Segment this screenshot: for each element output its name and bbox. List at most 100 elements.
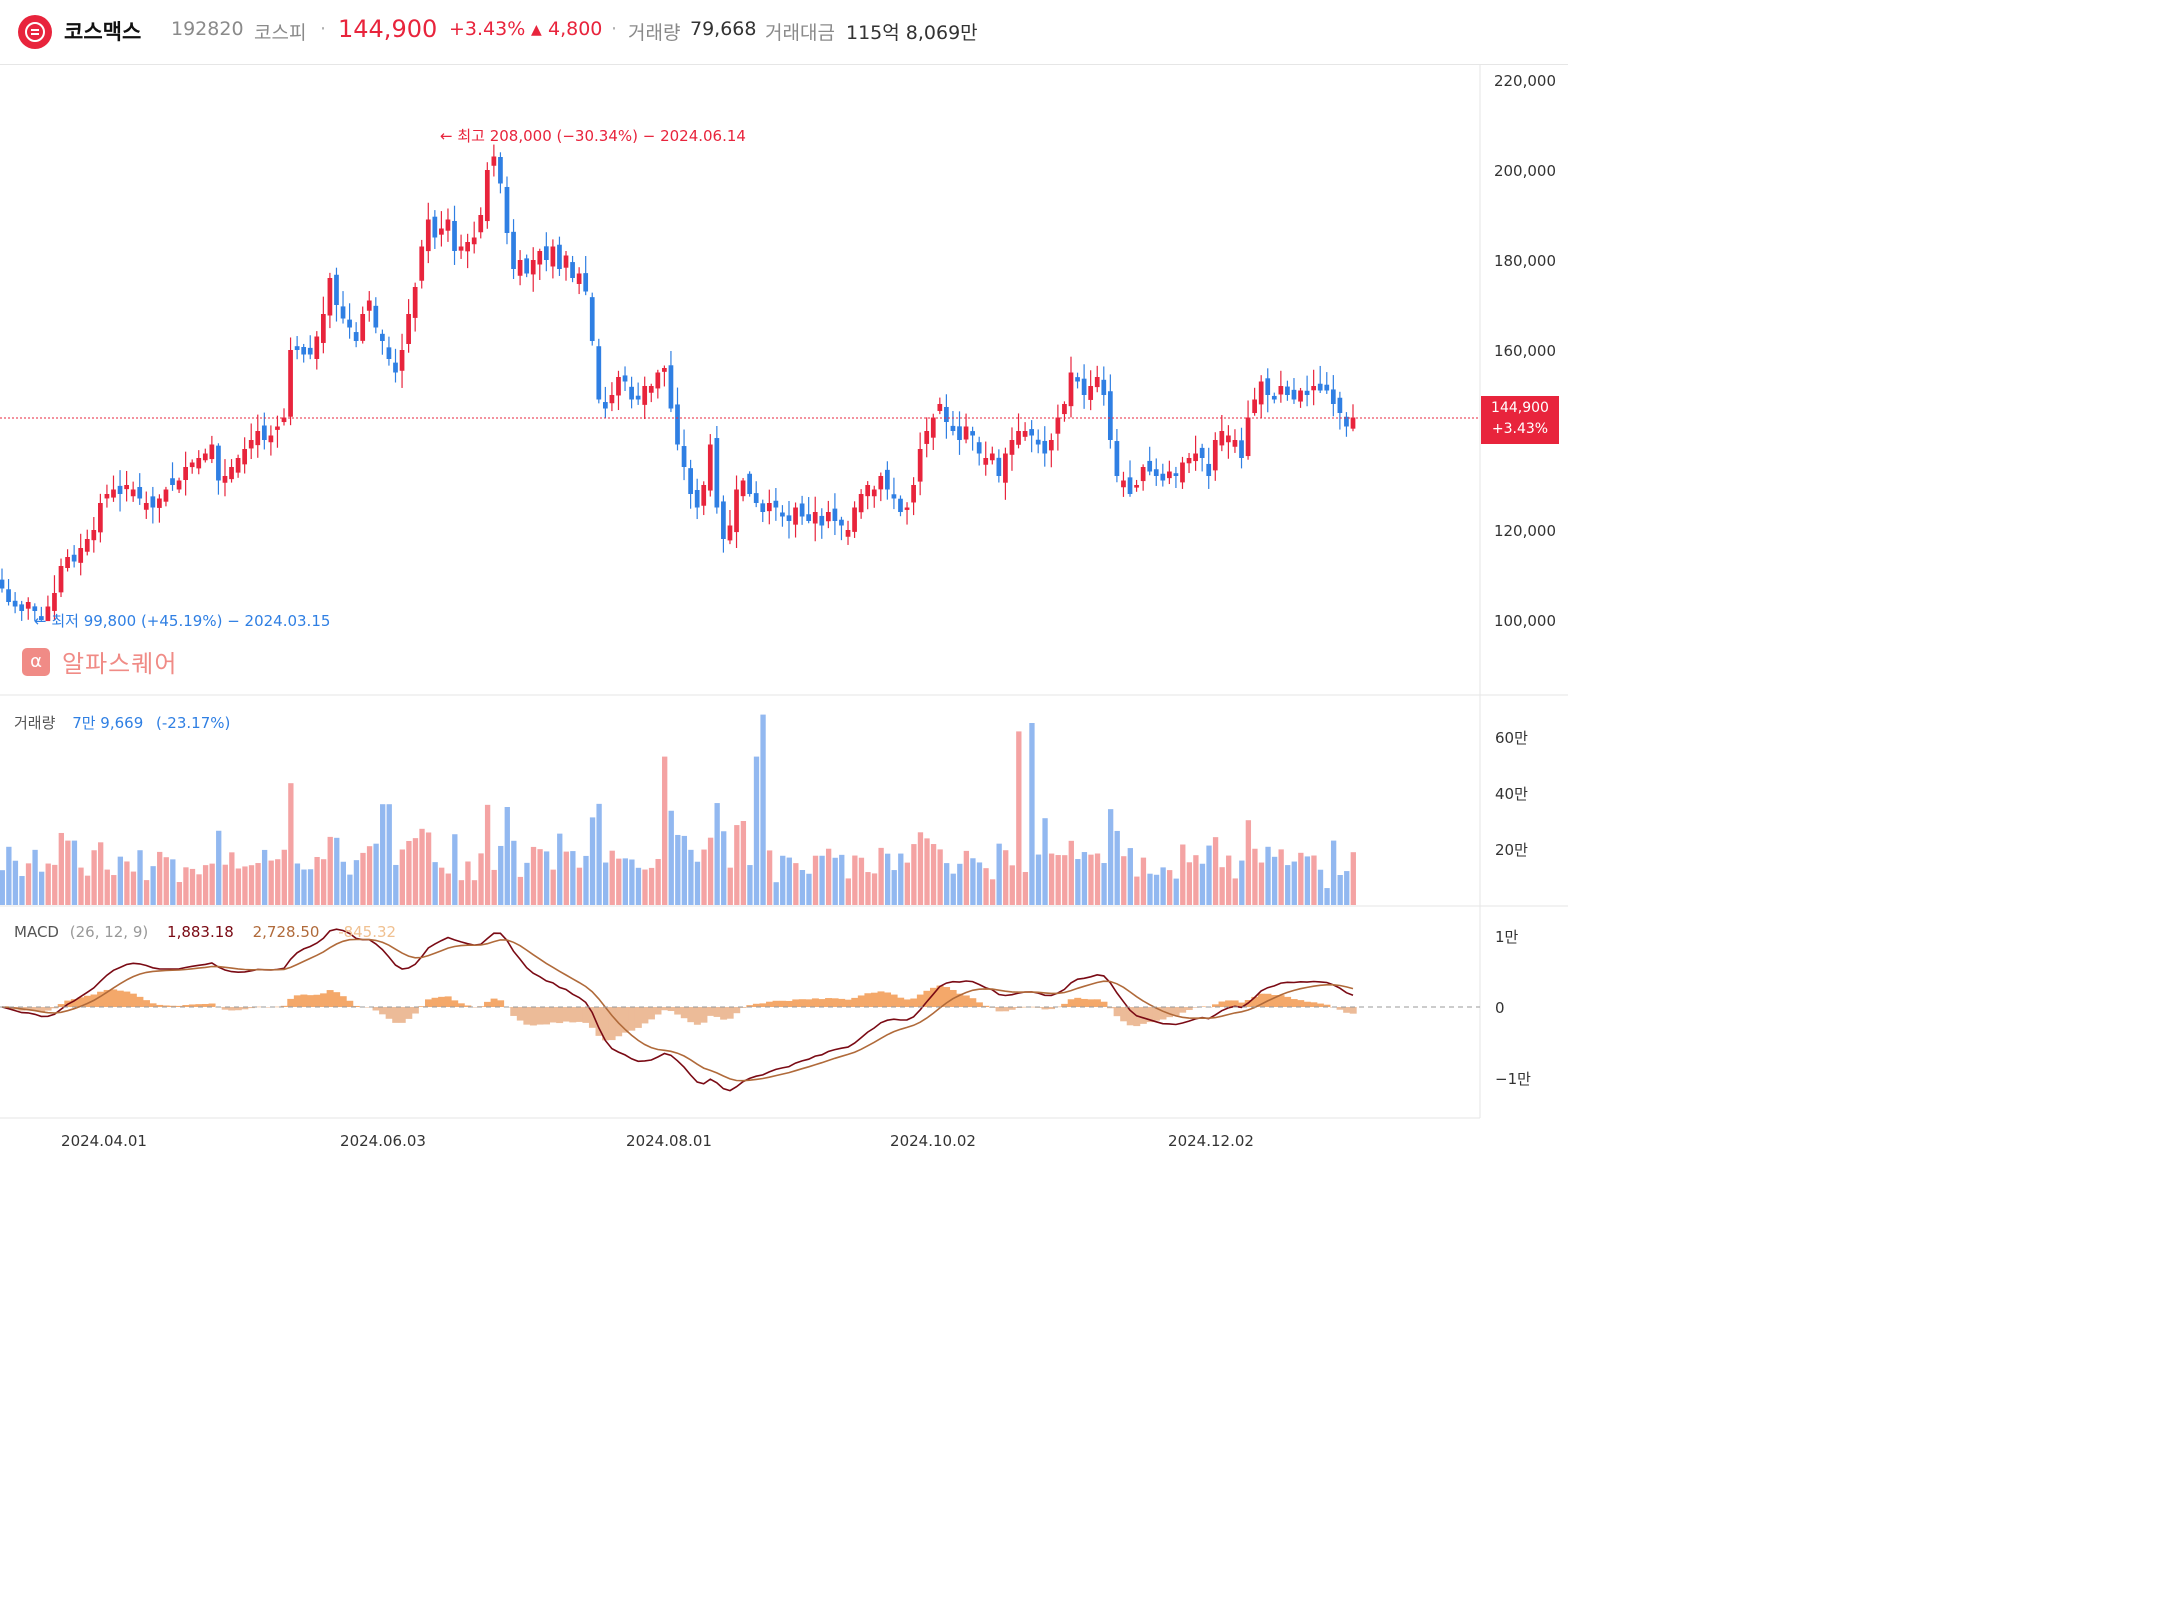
macd-histogram-bar [1172, 1007, 1180, 1016]
candle-body [58, 566, 64, 593]
macd-histogram-bar [195, 1004, 203, 1007]
macd-histogram-bar [1067, 999, 1075, 1007]
candle-body [760, 503, 766, 512]
volume-bar [760, 714, 766, 905]
macd-histogram-bar [411, 1007, 419, 1014]
macd-histogram-bar [943, 987, 951, 1007]
macd-histogram-bar [831, 998, 839, 1007]
candle-body [281, 417, 287, 423]
candle-body [930, 417, 936, 438]
volume-bar [747, 865, 753, 905]
macd-histogram-bar [923, 990, 931, 1007]
macd-histogram-bar [569, 1007, 577, 1023]
macd-histogram-bar [687, 1007, 695, 1023]
candle-body [380, 333, 385, 341]
macd-tick-label: 1만 [1495, 928, 1519, 946]
candle-body [1127, 477, 1133, 494]
macd-histogram-bar [136, 996, 144, 1007]
macd-histogram-bar [962, 995, 970, 1007]
macd-histogram-bar [1074, 997, 1082, 1007]
candle-body [1075, 377, 1080, 382]
volume-bar [1094, 853, 1101, 905]
macd-histogram-bar [910, 998, 918, 1007]
candle-body [812, 512, 818, 524]
macd-histogram-bar [1041, 1007, 1049, 1010]
candle-body [1009, 440, 1015, 455]
volume-bar [806, 873, 812, 905]
volume-axis: 60만 40만 20만 [1495, 729, 1528, 859]
macd-histogram-bar [798, 999, 806, 1007]
high-annotation: ← 최고 208,000 (−30.34%) − 2024.06.14 [440, 127, 746, 145]
candle-body [885, 469, 890, 490]
macd-histogram-bar [759, 1003, 767, 1007]
macd-histogram-bar [346, 1000, 354, 1007]
macd-histogram-bar [352, 1005, 360, 1007]
macd-histogram-bar [667, 1007, 675, 1012]
volume-bar [334, 837, 340, 905]
candle-body [32, 606, 38, 611]
macd-histogram-bar [1323, 1004, 1331, 1007]
macd-histogram-bar [1021, 1006, 1029, 1008]
volume-bar [320, 859, 327, 905]
stock-chart[interactable]: 220,000 200,000 180,000 160,000 120,000 100,0… [0, 0, 1568, 1158]
macd-histogram-bar [956, 993, 964, 1007]
macd-histogram-bar [969, 998, 977, 1007]
macd-histogram-bar [1080, 998, 1088, 1007]
macd-histogram-bar [110, 989, 118, 1007]
volume-bar [701, 849, 707, 905]
volume-bar [366, 846, 373, 905]
amount-label: 거래대금 [765, 22, 835, 44]
volume-bar [570, 851, 576, 905]
volume-bar [445, 873, 451, 905]
volume-bar [812, 855, 819, 905]
macd-histogram-bar [1284, 996, 1292, 1007]
candle-body [616, 377, 621, 396]
macd-histogram-bar [280, 1005, 288, 1007]
macd-histogram-bar [234, 1007, 242, 1011]
stock-name[interactable]: 코스맥스 [64, 20, 142, 44]
volume-bar [71, 840, 78, 905]
volume-bar [222, 864, 228, 905]
macd-histogram-bar [713, 1007, 721, 1017]
macd-histogram-bar [77, 997, 85, 1007]
volume-bar [930, 844, 937, 905]
candle-body [740, 480, 746, 497]
volume-bar [950, 873, 956, 905]
candle-body [1048, 440, 1054, 451]
candle-body [445, 219, 451, 231]
candle-body [1094, 377, 1100, 388]
macd-histogram-bar [916, 994, 924, 1007]
candle-body [681, 446, 687, 467]
macd-histogram-bar [772, 1000, 780, 1007]
volume-bar [1298, 852, 1304, 905]
macd-histogram-bar [536, 1007, 544, 1025]
volume-bar [589, 817, 596, 905]
macd-histogram-bar [641, 1007, 649, 1024]
macd-histogram-bar [1159, 1007, 1167, 1020]
candle-body [1317, 383, 1323, 391]
macd-histogram-bar [103, 989, 111, 1007]
volume-bar [780, 855, 786, 905]
up-triangle-icon: ▲ [531, 22, 542, 38]
volume-bar [1121, 856, 1127, 905]
x-tick-label: 2024.04.01 [61, 1132, 147, 1150]
volume-bar [753, 756, 760, 905]
macd-histogram-bar [287, 998, 295, 1007]
macd-histogram-bar [936, 985, 944, 1007]
volume-bar [111, 875, 117, 905]
candle-body [1206, 463, 1212, 476]
candle-body [1324, 384, 1330, 391]
change-percent: +3.43% [449, 18, 526, 40]
candle-body [471, 237, 477, 245]
volume-bar [84, 875, 91, 905]
macd-histogram-bar [1238, 1002, 1246, 1007]
volume-bar [406, 840, 412, 905]
candle-body [1121, 480, 1126, 488]
macd-histogram-bar [995, 1007, 1003, 1012]
macd-histogram-bar [182, 1005, 190, 1007]
low-annotation: ← 최저 99,800 (+45.19%) − 2024.03.15 [34, 612, 330, 630]
macd-histogram-bar [602, 1007, 610, 1041]
macd-histogram-bar [339, 996, 347, 1007]
candle-body [944, 406, 949, 422]
macd-histogram-bar [1152, 1007, 1160, 1021]
